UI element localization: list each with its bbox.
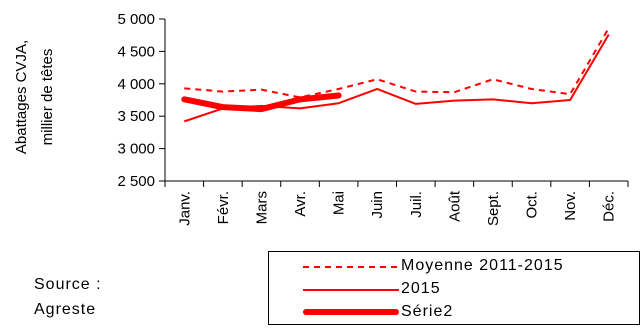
legend-item-serie2: Série2 — [269, 301, 639, 323]
y-tick-label: 4 000 — [117, 76, 155, 93]
x-tick-label: Mars — [253, 191, 270, 224]
series-serie2-line — [181, 92, 342, 113]
source-note: Source : Agreste — [34, 272, 102, 322]
x-axis: Janv. Févr. Mars Avr. Mai Juin Juil. Août Sept. O… — [164, 180, 629, 226]
x-tick-label: Janv. — [176, 191, 193, 226]
series-layer — [181, 27, 610, 123]
source-label: Source : — [34, 276, 102, 293]
x-tick-label: Oct. — [524, 191, 541, 219]
y-tick-label: 3 500 — [117, 108, 155, 125]
legend-swatch-dashed — [303, 266, 399, 268]
legend-swatch-solid — [303, 289, 399, 291]
x-tick-label: Nov. — [562, 191, 579, 221]
y-tick-label: 4 500 — [117, 43, 155, 60]
series-moyenne-line — [184, 27, 610, 99]
y-tick-label: 2 500 — [117, 173, 155, 190]
y-tick-label: 3 000 — [117, 141, 155, 158]
legend-item-2015: 2015 — [269, 278, 639, 300]
legend-label-2015: 2015 — [401, 280, 441, 297]
source-value: Agreste — [34, 301, 97, 318]
x-tick-label: Févr. — [215, 191, 232, 224]
x-tick-label: Déc. — [601, 191, 618, 222]
x-tick-label: Mai — [331, 191, 348, 215]
y-axis: 2 500 3 000 3 500 4 000 4 500 5 000 — [117, 11, 166, 190]
x-tick-label: Août — [446, 190, 463, 222]
legend-label-moyenne: Moyenne 2011-2015 — [401, 257, 564, 274]
legend-item-moyenne: Moyenne 2011-2015 — [269, 255, 639, 277]
line-chart: 2 500 3 000 3 500 4 000 4 500 5 000 Janv. Févr… — [13, 11, 629, 226]
x-tick-label: Juil. — [408, 191, 425, 218]
x-tick-label: Avr. — [292, 191, 309, 217]
legend: Moyenne 2011-2015 2015 Série2 — [268, 251, 640, 325]
y-axis-title-line1: Abattages CVJA, — [13, 40, 30, 154]
x-tick-label: Juin — [369, 191, 386, 219]
x-tick-label: Sept. — [485, 191, 502, 226]
y-tick-label: 5 000 — [117, 11, 155, 28]
legend-swatch-thick — [303, 309, 399, 315]
legend-label-serie2: Série2 — [401, 303, 454, 320]
y-axis-title-line2: millier de têtes — [39, 49, 56, 146]
